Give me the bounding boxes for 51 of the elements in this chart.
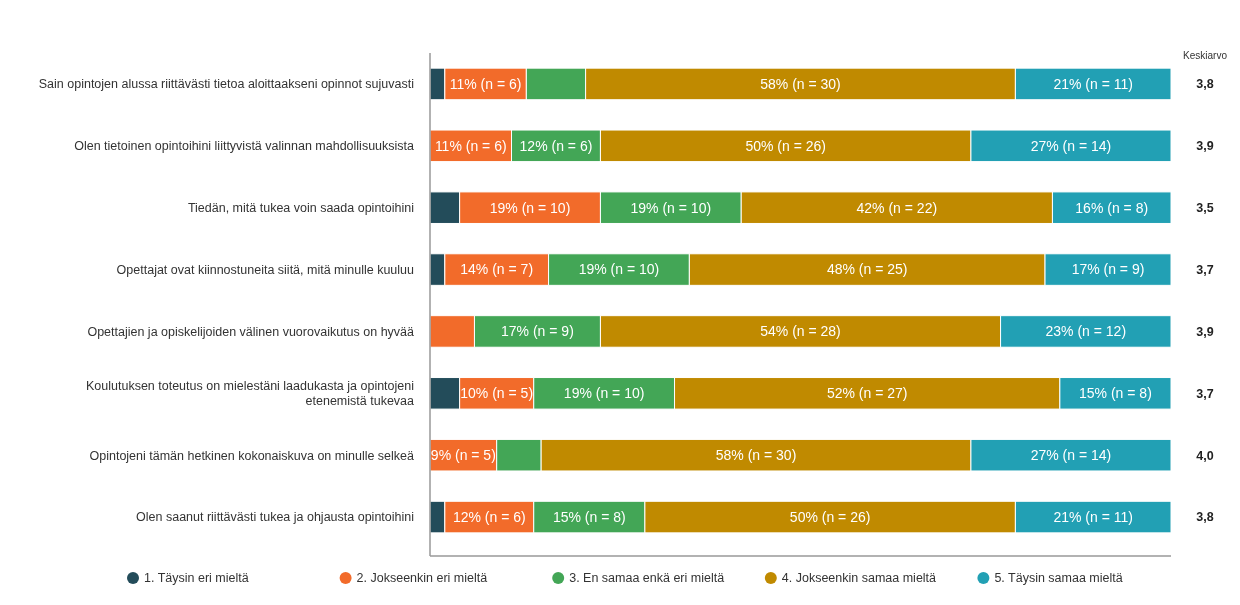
data-label: 15% (n = 8) [1079, 385, 1152, 402]
text: 3,9 [1196, 324, 1214, 339]
text: 3,8 [1196, 77, 1214, 92]
data-label: 58% (n = 30) [760, 75, 841, 92]
data-label: 27% (n = 14) [1030, 137, 1112, 154]
legend-label: 1. Täysin eri mieltä [144, 571, 249, 586]
data-label: 15% (n = 8) [552, 508, 626, 525]
text: 3,5 [1196, 201, 1214, 216]
data-label: 19% (n = 10) [563, 385, 645, 402]
text: 3,8 [1196, 510, 1214, 525]
data-label: 42% (n = 22) [856, 199, 938, 216]
y-tick-label: Koulutuksen toteutus on mielestäni laadukasta ja opintojeni etenemistä tukevaa [86, 379, 415, 409]
legend-label: 3. En samaa enkä eri mieltä [569, 571, 725, 586]
data-label: 21% (n = 11) [1053, 75, 1133, 92]
data-label: 19% (n = 10) [630, 199, 712, 216]
y-tick-label: Opettajat ovat kiinnostuneita siitä, mitä minulle kuuluu [116, 262, 415, 277]
data-label: 10% (n = 5) [460, 385, 534, 402]
data-label: 19% (n = 10) [489, 199, 571, 216]
y-tick-label: Opintojeni tämän hetkinen kokonaiskuva on minulle selkeä [89, 448, 415, 463]
data-label: 52% (n = 27) [826, 385, 908, 402]
data-label: 50% (n = 26) [745, 137, 826, 154]
data-label: 50% (n = 26) [789, 508, 871, 525]
data-label: 21% (n = 11) [1053, 508, 1133, 525]
text: 3,9 [1196, 139, 1214, 154]
data-label: 12% (n = 6) [519, 137, 593, 154]
text: 3,7 [1196, 386, 1214, 401]
y-tick-label: Sain opintojen alussa riittävästi tietoa aloittaakseni opinnot sujuvasti [38, 77, 414, 92]
text: Keskiarvo [1183, 50, 1228, 61]
data-label: 11% (n = 6) [449, 75, 522, 92]
y-tick-label: Olen tietoinen opintoihini liittyvistä valinnan mahdollisuuksista [74, 139, 415, 154]
data-label: 23% (n = 12) [1045, 323, 1127, 340]
data-label: 17% (n = 9) [1071, 261, 1145, 278]
data-label: 11% (n = 6) [434, 137, 507, 154]
data-label: 16% (n = 8) [1075, 199, 1149, 216]
data-label: 12% (n = 6) [452, 508, 526, 525]
text: 4,0 [1196, 448, 1214, 463]
legend-label: 2. Jokseenkin eri mieltä [356, 571, 488, 586]
data-label: 14% (n = 7) [460, 261, 534, 278]
data-label: 17% (n = 9) [501, 323, 574, 340]
data-label: 19% (n = 10) [578, 261, 660, 278]
legend-label: 5. Täysin samaa mieltä [994, 571, 1123, 586]
y-tick-label: Olen saanut riittävästi tukea ja ohjausta opintoihini [136, 510, 414, 525]
data-label: 9% (n = 5) [430, 447, 496, 464]
data-label: 54% (n = 28) [760, 323, 841, 340]
y-tick-label: Opettajien ja opiskelijoiden välinen vuorovaikutus on hyvää [87, 324, 415, 339]
text: 3,7 [1196, 262, 1214, 277]
legend-label: 4. Jokseenkin samaa mieltä [781, 571, 937, 586]
data-label: 58% (n = 30) [715, 447, 797, 464]
data-label: 48% (n = 25) [826, 261, 908, 278]
data-label: 27% (n = 14) [1030, 447, 1112, 464]
y-tick-label: Tiedän, mitä tukea voin saada opintoihini [187, 201, 414, 216]
